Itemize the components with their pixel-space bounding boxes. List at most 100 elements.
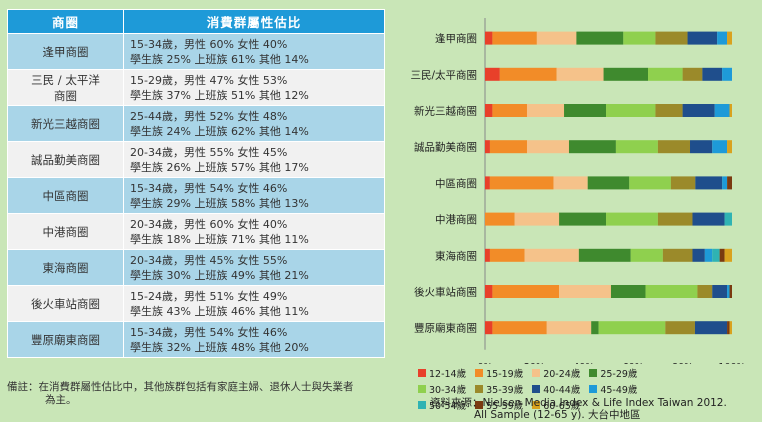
legend-item: 12-14歲 xyxy=(418,366,466,380)
bar-segment xyxy=(724,248,732,262)
source-line-1: 資料來源：Nielsen Media Index & Life Index Ta… xyxy=(430,397,727,409)
profile-occupation: 學生族 26% 上班族 57% 其他 17% xyxy=(130,160,309,174)
bar-segment xyxy=(629,176,671,190)
category-label: 新光三越商圈 xyxy=(414,105,477,118)
bar-segment xyxy=(717,31,728,45)
bar-segment xyxy=(606,212,658,226)
column-header-name: 商圈 xyxy=(7,9,124,34)
category-label: 中區商圈 xyxy=(435,177,477,190)
x-tick-label: 0% xyxy=(477,362,492,364)
bar-segment xyxy=(526,140,569,154)
legend-label: 35-39歲 xyxy=(486,385,524,396)
x-tick-label: 20% xyxy=(524,362,545,364)
bar-segment xyxy=(587,176,630,190)
legend-row: 12-14歲 15-19歲 20-24歲 25-29歲 xyxy=(418,366,758,380)
legend-swatch xyxy=(589,385,598,393)
legend-label: 50-54歲 xyxy=(429,401,467,412)
bar-segment xyxy=(485,248,490,262)
footnote: 備註：在消費群屬性估比中，其他族群包括有家庭主婦、退休人士與失業者 為主。 xyxy=(7,381,387,407)
bar-segment xyxy=(492,104,527,117)
legend-swatch xyxy=(475,401,484,409)
x-tick-label: 60% xyxy=(623,362,644,364)
legend-label: 12-14歲 xyxy=(429,369,467,380)
category-label: 東海商圈 xyxy=(435,249,477,262)
bar-segment xyxy=(702,67,723,81)
legend-label: 30-34歲 xyxy=(429,385,467,396)
bar-segment xyxy=(727,31,732,45)
profile-age-gender: 25-44歲，男性 52% 女性 48% xyxy=(130,109,288,123)
bar-segment xyxy=(729,321,732,335)
bar-segment xyxy=(615,140,658,154)
legend-item: 60-65歲 xyxy=(532,398,580,412)
circle-name: 三民 / 太平洋 商圈 xyxy=(7,69,124,106)
bar-segment xyxy=(657,212,693,226)
x-tick-label: 40% xyxy=(573,362,594,364)
footnote-line: 備註：在消費群屬性估比中，其他族群包括有家庭主婦、退休人士與失業者 xyxy=(7,381,354,393)
bar-segment xyxy=(722,176,728,190)
circle-name: 後火車站商圈 xyxy=(7,285,124,322)
bar-segment xyxy=(712,140,728,154)
bar-segment xyxy=(727,140,732,154)
bar-segment xyxy=(662,248,693,262)
legend-swatch xyxy=(532,401,541,409)
legend-item: 20-24歲 xyxy=(532,366,580,380)
bar-segment xyxy=(514,212,560,226)
circle-profile: 20-34歲，男性 45% 女性 55% 學生族 30% 上班族 49% 其他 2… xyxy=(123,249,385,286)
legend-label: 60-65歲 xyxy=(543,401,581,412)
bar-segment xyxy=(492,31,537,45)
bar-segment xyxy=(485,67,500,81)
bar-segment xyxy=(485,31,493,45)
bar-segment xyxy=(729,104,732,117)
circle-profile: 25-44歲，男性 52% 女性 48% 學生族 24% 上班族 62% 其他 1… xyxy=(123,105,385,142)
bar-segment xyxy=(591,321,599,335)
profile-age-gender: 15-34歲，男性 54% 女性 46% xyxy=(130,181,288,195)
bar-segment xyxy=(489,248,525,262)
table-header-row: 商圈 消費群屬性估比 xyxy=(7,9,385,34)
bar-segment xyxy=(692,212,725,226)
circle-name: 誠品勤美商圈 xyxy=(7,141,124,178)
age-distribution-chart: 逢甲商圈 三民/太平商圈 新光三越商圈 誠品勤美商圈 中區商圈 中港商圈 東海商圈 後火車站商… xyxy=(395,4,762,422)
bar-segment xyxy=(492,285,560,298)
data-source: 資料來源：Nielsen Media Index & Life Index Ta… xyxy=(430,397,760,421)
circle-name: 中港商圈 xyxy=(7,213,124,250)
bar-segment xyxy=(564,104,607,117)
legend-swatch xyxy=(532,369,541,377)
profile-age-gender: 15-24歲，男性 51% 女性 49% xyxy=(130,289,288,303)
profile-age-gender: 20-34歲，男性 55% 女性 45% xyxy=(130,145,288,159)
bar-segment xyxy=(727,321,730,335)
profile-age-gender: 15-34歲，男性 60% 女性 40% xyxy=(130,37,288,51)
profile-age-gender: 15-29歲，男性 47% 女性 53% xyxy=(130,73,288,87)
bar-segment xyxy=(729,285,732,298)
bar-segment xyxy=(603,67,649,81)
table-row: 中港商圈 20-34歲，男性 60% 女性 40% 學生族 18% 上班族 71% … xyxy=(7,213,385,250)
bar-segment xyxy=(489,140,527,154)
source-line-2: All Sample (12-65 y). 大台中地區 xyxy=(474,409,641,421)
category-label: 逢甲商圈 xyxy=(435,32,477,45)
bar-segment xyxy=(556,67,604,81)
legend-row: 30-34歲 35-39歲 40-44歲 45-49歲 xyxy=(418,382,758,396)
bar-segment xyxy=(682,67,703,81)
category-label: 三民/太平商圈 xyxy=(410,68,477,81)
profile-occupation: 學生族 18% 上班族 71% 其他 11% xyxy=(130,232,309,246)
legend-swatch xyxy=(532,385,541,393)
table-row: 後火車站商圈 15-24歲，男性 51% 女性 49% 學生族 43% 上班族 46… xyxy=(7,285,385,322)
profile-age-gender: 15-34歲，男性 54% 女性 46% xyxy=(130,325,288,339)
legend-label: 25-29歲 xyxy=(600,369,638,380)
profile-occupation: 學生族 29% 上班族 58% 其他 13% xyxy=(130,196,309,210)
bar-segment xyxy=(657,140,691,154)
table-row: 誠品勤美商圈 20-34歲，男性 55% 女性 45% 學生族 26% 上班族 57… xyxy=(7,141,385,178)
table-row: 豐原廟東商圈 15-34歲，男性 54% 女性 46% 學生族 32% 上班族 48… xyxy=(7,321,385,358)
bar-segment xyxy=(568,140,616,154)
circle-name: 中區商圈 xyxy=(7,177,124,214)
bar-segment xyxy=(630,248,663,262)
bar-segment xyxy=(610,285,646,298)
bar-segment xyxy=(682,104,715,117)
legend-swatch xyxy=(589,369,598,377)
legend-swatch xyxy=(418,401,426,409)
profile-occupation: 學生族 32% 上班族 48% 其他 20% xyxy=(130,340,309,354)
bar-segment xyxy=(694,321,728,335)
category-label: 豐原廟東商圈 xyxy=(414,322,477,335)
legend-label: 55-59歲 xyxy=(486,401,524,412)
bar-segment xyxy=(648,67,683,81)
legend-label: 40-44歲 xyxy=(543,385,581,396)
